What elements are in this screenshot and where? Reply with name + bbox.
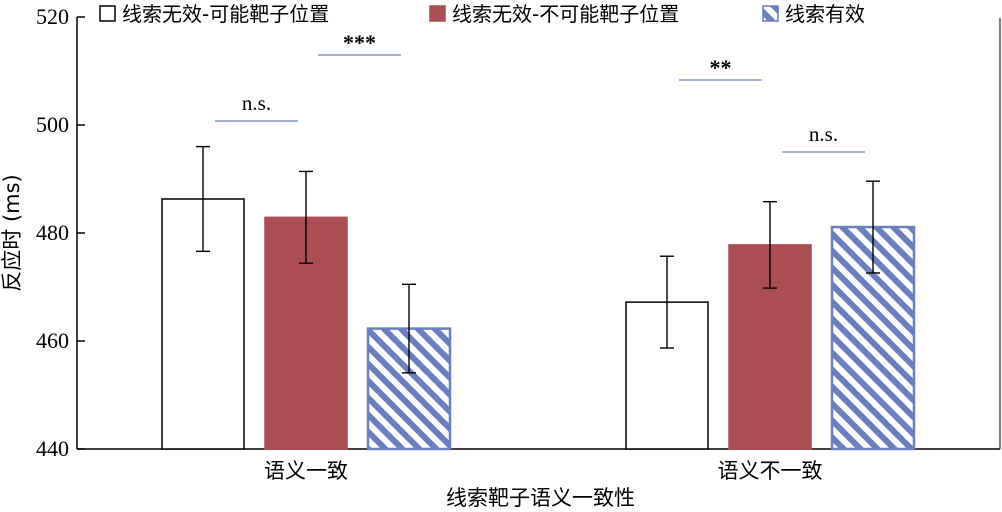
significance-label: *** bbox=[343, 30, 376, 55]
legend-label-3: 线索有效 bbox=[785, 2, 865, 26]
significance-label: ** bbox=[710, 55, 732, 80]
significance-label: n.s. bbox=[809, 122, 838, 146]
significance-label: n.s. bbox=[242, 91, 271, 115]
y-tick-label: 520 bbox=[36, 4, 69, 29]
significance-markers: n.s.*****n.s. bbox=[215, 30, 865, 153]
bars bbox=[161, 198, 916, 451]
legend-label-2: 线索无效-不可能靶子位置 bbox=[452, 2, 679, 26]
y-tick-label: 460 bbox=[36, 328, 69, 353]
legend-label-1: 线索无效-可能靶子位置 bbox=[122, 2, 329, 26]
y-tick-label: 480 bbox=[36, 220, 69, 245]
axes: 440 460 480 500 520 反应时 (ms) 线索靶子语义一致性 语义一致 语义不一… bbox=[0, 4, 1001, 510]
error-bars bbox=[196, 145, 880, 374]
bar-3 bbox=[830, 225, 916, 451]
y-tick-label: 500 bbox=[36, 112, 69, 137]
legend-swatch-1 bbox=[99, 5, 116, 22]
x-axis-title: 线索靶子语义一致性 bbox=[446, 486, 635, 510]
y-axis-title: 反应时 (ms) bbox=[0, 174, 24, 291]
x-category-label: 语义不一致 bbox=[718, 459, 823, 483]
legend-swatch-3 bbox=[762, 5, 779, 22]
y-tick-label: 440 bbox=[36, 436, 69, 461]
legend-swatch-2 bbox=[429, 5, 446, 22]
x-category-label: 语义一致 bbox=[264, 459, 348, 483]
legend: 线索无效-可能靶子位置 线索无效-不可能靶子位置 线索有效 bbox=[99, 2, 865, 26]
